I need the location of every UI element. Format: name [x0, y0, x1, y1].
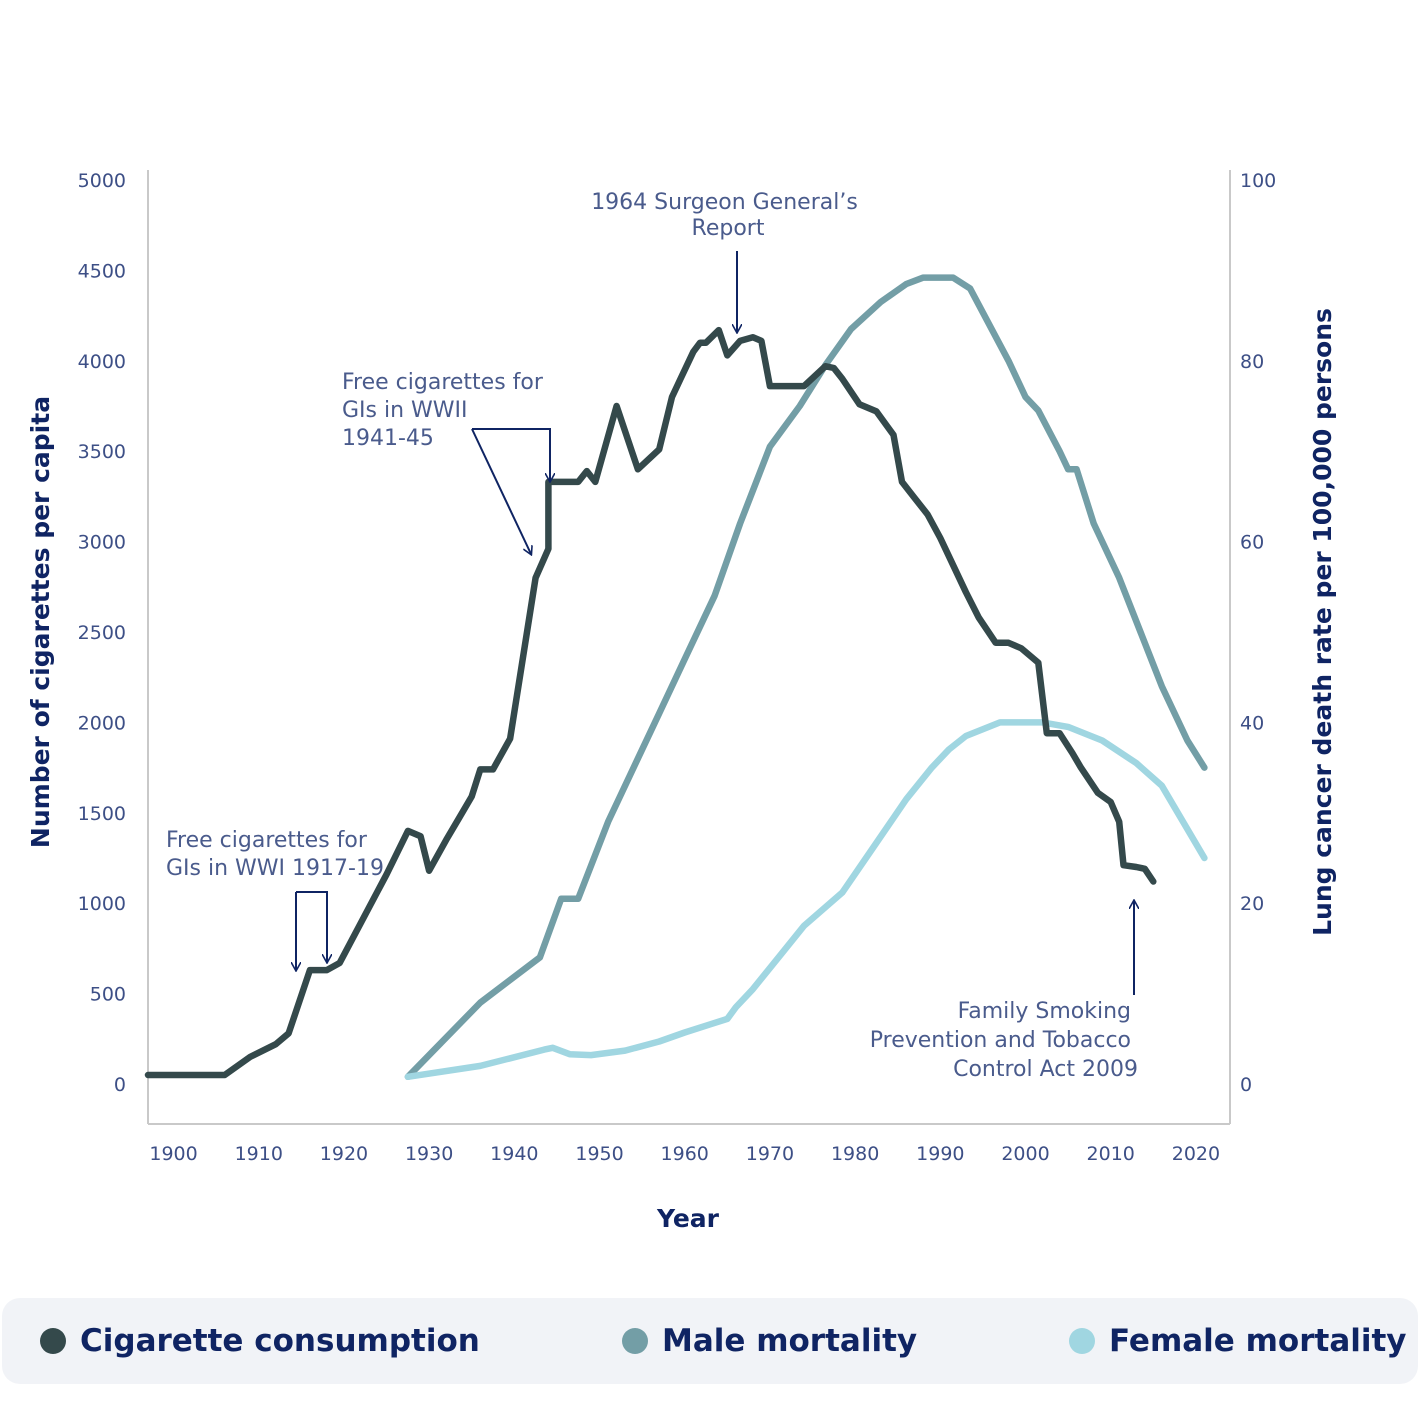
y-left-tick-label: 500: [90, 984, 126, 1006]
series-line-male-mortality: [404, 274, 1208, 1081]
x-tick-label: 1900: [149, 1143, 197, 1165]
y-left-tick-labels: 0 500 1000 1500 2000 2500 3000 3500 4000 4500 5000: [78, 170, 126, 1096]
legend-item-cigarette-consumption: Cigarette consumption: [40, 1298, 480, 1384]
y-left-tick-label: 3500: [78, 441, 126, 463]
annotation-tobacco-act: Family Smoking Prevention and Tobacco Co…: [870, 999, 1138, 1082]
x-tick-label: 1910: [235, 1143, 283, 1165]
y-left-tick-label: 1500: [78, 803, 126, 825]
series-line-female-mortality: [404, 719, 1208, 1081]
plot-frame: [147, 170, 1231, 1125]
y-right-tick-label: 20: [1240, 893, 1264, 915]
y-left-tick-label: 3000: [78, 532, 126, 554]
annotation-arrows: [296, 251, 1134, 995]
annotation-wwii: Free cigarettes for GIs in WWII 1941-45: [342, 370, 550, 451]
y-left-tick-label: 2500: [78, 622, 126, 644]
legend-label: Female mortality: [1109, 1323, 1407, 1359]
y-right-tick-label: 0: [1240, 1074, 1252, 1096]
y-left-axis-title: Number of cigarettes per capita: [26, 396, 55, 848]
x-tick-label: 1950: [575, 1143, 623, 1165]
legend-label: Cigarette consumption: [80, 1323, 480, 1359]
y-left-tick-label: 4000: [78, 351, 126, 373]
x-tick-label: 1940: [490, 1143, 538, 1165]
y-right-tick-label: 80: [1240, 351, 1264, 373]
y-right-tick-label: 40: [1240, 712, 1264, 734]
x-tick-label: 1980: [831, 1143, 879, 1165]
annotation-surgeon-general: 1964 Surgeon General’s Report: [591, 190, 865, 241]
legend-item-female-mortality: Female mortality: [1069, 1298, 1407, 1384]
y-right-tick-labels: 0 20 40 60 80 100: [1240, 170, 1276, 1096]
y-right-axis-title: Lung cancer death rate per 100,000 perso…: [1308, 308, 1337, 936]
x-tick-label: 1990: [916, 1143, 964, 1165]
y-right-tick-label: 60: [1240, 532, 1264, 554]
legend-label: Male mortality: [662, 1323, 918, 1359]
x-tick-label: 1930: [405, 1143, 453, 1165]
x-tick-label: 2020: [1172, 1143, 1220, 1165]
legend-swatch: [622, 1328, 648, 1354]
legend-swatch: [40, 1328, 66, 1354]
y-right-tick-label: 100: [1240, 170, 1276, 192]
series-line-cigarette-consumption: [144, 326, 1157, 1079]
x-tick-label: 2000: [1001, 1143, 1049, 1165]
x-tick-label: 1960: [661, 1143, 709, 1165]
wwi-arrow: [296, 891, 327, 962]
x-tick-label: 1970: [746, 1143, 794, 1165]
y-left-tick-label: 4500: [78, 260, 126, 282]
legend: Cigarette consumption Male mortality Fem…: [2, 1298, 1418, 1384]
x-tick-label: 1920: [320, 1143, 368, 1165]
y-left-tick-label: 1000: [78, 893, 126, 915]
wwii-arrow: [471, 428, 531, 554]
wwii-arrow: [472, 428, 550, 481]
legend-item-male-mortality: Male mortality: [622, 1298, 917, 1384]
x-tick-label: 2010: [1087, 1143, 1135, 1165]
y-left-tick-label: 5000: [78, 170, 126, 192]
series-lines: [144, 274, 1208, 1081]
annotation-wwi: Free cigarettes for GIs in WWI 1917-19: [166, 828, 384, 881]
legend-swatch: [1069, 1328, 1095, 1354]
y-left-tick-label: 2000: [78, 712, 126, 734]
y-left-tick-label: 0: [114, 1074, 126, 1096]
x-axis-title: Year: [656, 1204, 720, 1233]
x-tick-labels: 1900 1910 1920 1930 1940 1950 1960 1970 1980 1990…: [149, 1143, 1220, 1165]
